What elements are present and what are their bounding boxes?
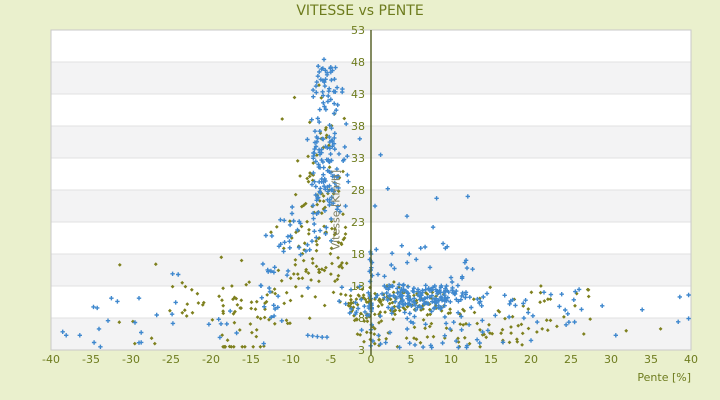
chart-title: VITESSE vs PENTE: [296, 3, 424, 19]
y-tick-label: 38: [351, 120, 365, 133]
x-tick-label: 25: [564, 353, 578, 366]
y-tick-label: 43: [351, 88, 365, 101]
y-tick-label: 3: [358, 344, 365, 357]
x-tick-label: 40: [684, 353, 698, 366]
y-tick-label: 8: [358, 312, 365, 325]
x-tick-label: -25: [162, 353, 180, 366]
x-tick-label: 30: [604, 353, 618, 366]
x-tick-label: 20: [524, 353, 538, 366]
y-tick-label: 13: [351, 280, 365, 293]
x-tick-label: -15: [242, 353, 260, 366]
y-tick-label: 53: [351, 24, 365, 37]
x-axis-label: Pente [%]: [637, 371, 691, 384]
x-tick-label: -35: [82, 353, 100, 366]
x-tick-label: -30: [122, 353, 140, 366]
x-tick-label: -20: [202, 353, 220, 366]
y-tick-label: 28: [351, 184, 365, 197]
x-tick-label: -10: [282, 353, 300, 366]
x-tick-label: 10: [444, 353, 458, 366]
y-axis-title: Vitesse [Km/h]: [329, 169, 343, 251]
y-tick-label: 23: [351, 216, 365, 229]
x-tick-label: -40: [42, 353, 60, 366]
x-tick-label: 5: [407, 353, 415, 366]
y-tick-label: 48: [351, 56, 365, 69]
x-tick-label: 0: [367, 353, 375, 366]
x-tick-label: -5: [325, 353, 337, 366]
x-tick-label: 35: [644, 353, 658, 366]
x-tick-label: 15: [484, 353, 498, 366]
series-blue-points: [60, 57, 691, 350]
y-tick-label: 18: [351, 248, 365, 261]
y-tick-label: 33: [351, 152, 365, 165]
